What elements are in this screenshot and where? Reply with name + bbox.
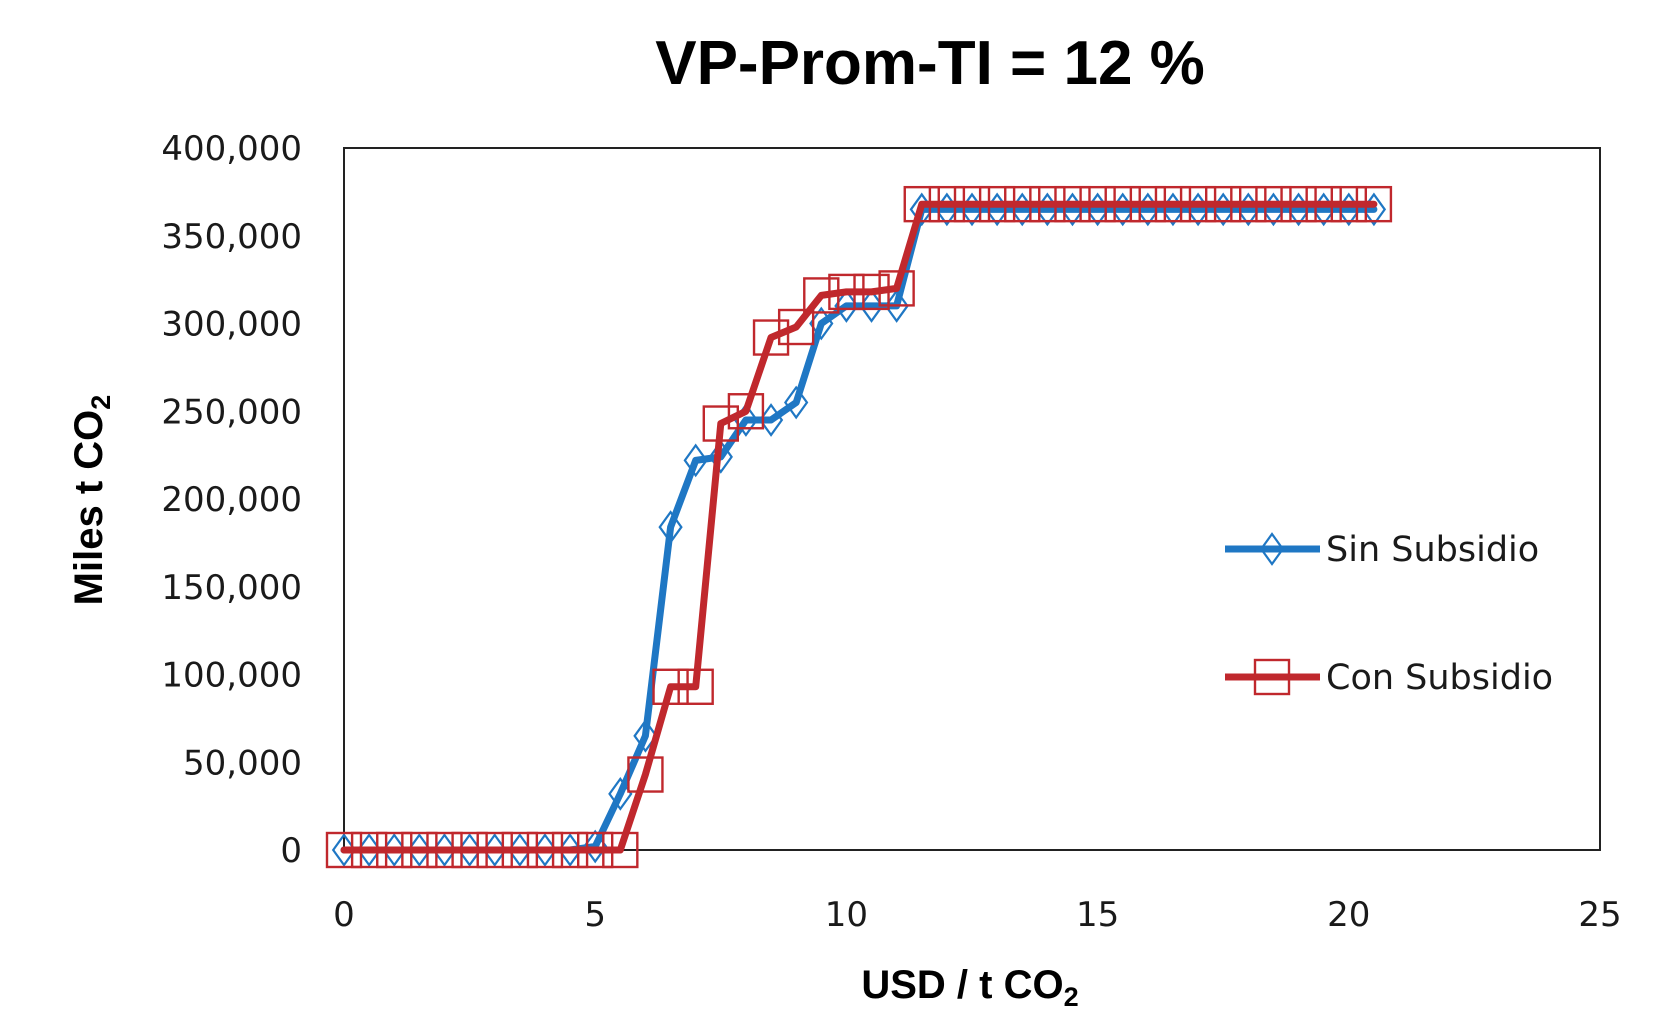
data-point bbox=[602, 831, 639, 869]
y-axis-label: Miles t CO2 bbox=[67, 395, 116, 606]
data-point bbox=[803, 277, 840, 314]
x-tick-label: 25 bbox=[1578, 895, 1621, 935]
data-point bbox=[777, 308, 815, 346]
legend-label: Con Subsidio bbox=[1326, 658, 1553, 698]
data-point bbox=[1330, 185, 1368, 223]
data-point bbox=[1154, 185, 1192, 223]
legend-swatch-marker bbox=[1259, 532, 1285, 566]
legend-swatch-marker bbox=[1253, 658, 1291, 696]
data-point bbox=[1054, 185, 1091, 223]
data-point bbox=[476, 831, 513, 869]
data-point bbox=[727, 393, 765, 430]
x-axis-label-main: USD / t CO bbox=[861, 963, 1063, 1007]
y-tick-label: 350,000 bbox=[161, 217, 302, 257]
legend-item: Con Subsidio bbox=[1225, 658, 1553, 698]
chart-title: VP-Prom-TI = 12 % bbox=[655, 29, 1205, 98]
y-tick-label: 150,000 bbox=[161, 568, 302, 608]
data-point bbox=[1204, 185, 1242, 223]
y-tick-label: 200,000 bbox=[161, 480, 302, 520]
data-point bbox=[903, 185, 940, 223]
data-point bbox=[708, 439, 733, 474]
data-point bbox=[325, 831, 363, 869]
y-tick-label: 0 bbox=[280, 831, 302, 871]
data-point bbox=[853, 273, 890, 311]
data-point bbox=[1029, 185, 1066, 223]
y-axis-label-subscript: 2 bbox=[86, 395, 116, 410]
y-tick-label: 100,000 bbox=[161, 656, 302, 696]
y-tick-label: 300,000 bbox=[161, 305, 302, 345]
x-axis-label-subscript: 2 bbox=[1064, 982, 1079, 1012]
data-point bbox=[1230, 185, 1267, 223]
x-axis-ticks: 0 5 10 15 20 25 bbox=[333, 895, 1621, 935]
data-point bbox=[677, 668, 714, 705]
x-tick-label: 15 bbox=[1076, 895, 1119, 935]
data-point bbox=[752, 319, 790, 356]
data-point bbox=[551, 831, 589, 869]
x-tick-label: 10 bbox=[825, 895, 868, 935]
series-layer bbox=[325, 185, 1393, 869]
y-tick-label: 250,000 bbox=[161, 392, 302, 432]
data-point bbox=[451, 831, 488, 869]
plot-area bbox=[343, 147, 1601, 851]
data-point bbox=[627, 756, 664, 793]
data-point bbox=[928, 185, 966, 223]
y-tick-label: 50,000 bbox=[183, 743, 302, 783]
y-axis-label-main: Miles t CO bbox=[67, 410, 111, 606]
data-point bbox=[658, 510, 683, 544]
data-point bbox=[350, 831, 388, 869]
data-point bbox=[652, 668, 689, 705]
data-point bbox=[878, 270, 915, 307]
data-point bbox=[1079, 185, 1116, 223]
data-point bbox=[426, 831, 463, 869]
data-point bbox=[526, 831, 564, 869]
data-point bbox=[953, 185, 991, 223]
data-point bbox=[1104, 185, 1141, 223]
legend-label: Sin Subsidio bbox=[1326, 530, 1539, 570]
x-tick-label: 5 bbox=[584, 895, 606, 935]
data-point bbox=[1305, 185, 1342, 223]
data-point bbox=[376, 831, 413, 869]
data-point bbox=[828, 273, 865, 311]
data-point bbox=[401, 831, 438, 869]
x-tick-label: 0 bbox=[333, 895, 355, 935]
data-point bbox=[978, 185, 1016, 223]
y-tick-label: 400,000 bbox=[161, 129, 302, 169]
data-point bbox=[1129, 185, 1167, 223]
data-point bbox=[577, 831, 614, 869]
data-point bbox=[1004, 185, 1041, 223]
data-point bbox=[1355, 185, 1393, 223]
x-axis-label: USD / t CO2 bbox=[861, 963, 1078, 1012]
series-line bbox=[340, 200, 1378, 854]
series-con-subsidio bbox=[325, 185, 1393, 869]
y-axis-ticks: 0 50,000 100,000 150,000 200,000 250,000 300,0… bbox=[161, 129, 302, 871]
legend: Sin Subsidio Con Subsidio bbox=[1225, 530, 1553, 698]
data-point bbox=[784, 385, 809, 420]
data-point bbox=[1255, 185, 1292, 223]
data-point bbox=[683, 443, 708, 478]
data-point bbox=[1179, 185, 1217, 223]
data-point bbox=[702, 405, 739, 442]
legend-item: Sin Subsidio bbox=[1225, 530, 1539, 570]
data-point bbox=[633, 719, 658, 753]
data-point bbox=[1280, 185, 1317, 223]
data-point bbox=[501, 831, 539, 869]
x-tick-label: 20 bbox=[1327, 895, 1370, 935]
